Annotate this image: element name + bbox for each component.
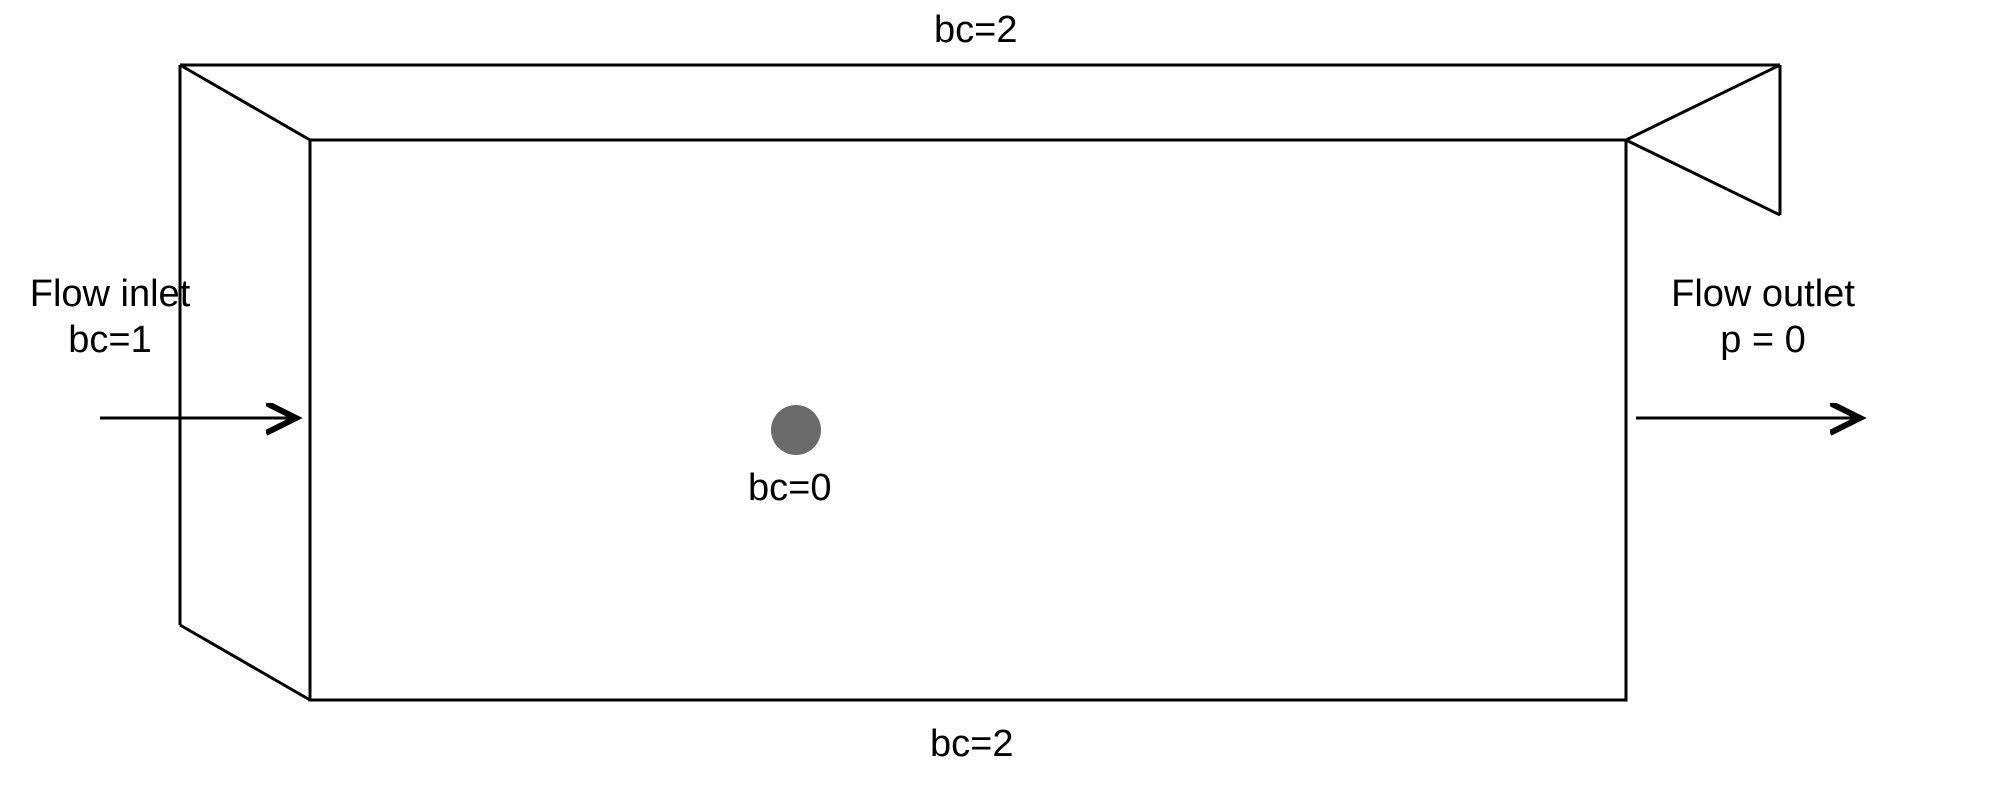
box-left-bottom-diagonal	[180, 625, 310, 700]
bottom-bc-label: bc=2	[930, 722, 1013, 768]
box-right-top-diagonal	[1626, 65, 1780, 140]
box-left-top-diagonal	[180, 65, 310, 140]
outlet-label-line1: Flow outlet	[1648, 272, 1878, 318]
box-right-inner-diagonal	[1626, 140, 1780, 215]
inlet-label-line2: bc=1	[10, 318, 210, 364]
inlet-label-line1: Flow inlet	[10, 272, 210, 318]
inlet-label: Flow inlet bc=1	[10, 272, 210, 363]
outlet-label: Flow outlet p = 0	[1648, 272, 1878, 363]
top-bc-label: bc=2	[934, 8, 1017, 54]
outlet-label-line2: p = 0	[1648, 318, 1878, 364]
diagram-svg	[0, 0, 1998, 809]
box-front-face	[310, 140, 1626, 700]
obstacle-bc-label: bc=0	[748, 466, 831, 512]
obstacle-circle	[771, 405, 821, 455]
